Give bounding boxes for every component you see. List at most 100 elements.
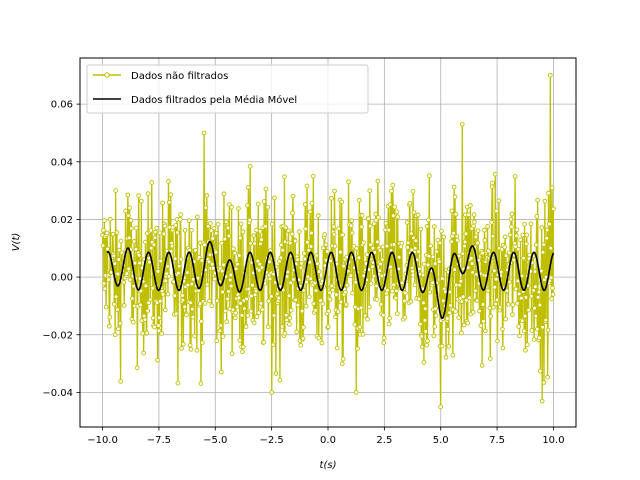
raw-data-point bbox=[426, 217, 431, 223]
raw-data-point bbox=[448, 303, 453, 308]
raw-data-point bbox=[385, 287, 390, 293]
raw-data-point bbox=[441, 234, 447, 240]
raw-data-point bbox=[364, 252, 370, 257]
raw-data-point bbox=[503, 316, 508, 322]
raw-data-point bbox=[245, 202, 250, 208]
raw-data-point bbox=[487, 305, 493, 311]
raw-data-point bbox=[194, 348, 200, 353]
raw-data-point bbox=[417, 321, 423, 327]
raw-data-point bbox=[160, 200, 165, 206]
raw-data-point bbox=[357, 197, 362, 203]
raw-data-point bbox=[147, 259, 152, 265]
raw-data-point bbox=[311, 301, 317, 306]
raw-data-point bbox=[247, 163, 253, 169]
raw-data-point bbox=[472, 219, 477, 225]
raw-data-point bbox=[253, 288, 259, 294]
raw-data-point bbox=[443, 354, 449, 360]
raw-data-point bbox=[112, 332, 118, 338]
raw-data-point bbox=[214, 338, 220, 344]
raw-data-point bbox=[440, 298, 446, 303]
raw-data-point bbox=[302, 202, 308, 207]
raw-data-point bbox=[496, 198, 502, 204]
raw-data-point bbox=[197, 301, 203, 307]
raw-data-point bbox=[433, 306, 438, 311]
raw-data-point bbox=[149, 180, 155, 185]
raw-data-point bbox=[299, 308, 305, 314]
raw-data-point bbox=[153, 229, 158, 235]
raw-data-point bbox=[393, 295, 399, 301]
legend-box bbox=[86, 64, 369, 114]
raw-data-point bbox=[221, 191, 227, 197]
raw-data-point bbox=[359, 224, 364, 230]
raw-data-point bbox=[231, 246, 236, 252]
raw-data-point bbox=[265, 324, 271, 330]
raw-data-point bbox=[182, 227, 188, 233]
raw-data-point bbox=[452, 267, 457, 272]
raw-data-point bbox=[238, 221, 244, 227]
raw-data-point bbox=[228, 272, 234, 278]
raw-data-point bbox=[284, 274, 290, 279]
y-axis: −0.04 −0.02 0.00 0.02 0.04 0.06 bbox=[42, 100, 80, 399]
raw-data-point bbox=[491, 268, 497, 274]
raw-data-point bbox=[539, 398, 545, 404]
raw-data-point bbox=[487, 356, 493, 361]
raw-data-point bbox=[383, 220, 389, 226]
raw-data-point bbox=[467, 295, 472, 301]
raw-data-point bbox=[244, 296, 249, 302]
raw-data-point bbox=[143, 239, 148, 245]
raw-data-point bbox=[101, 227, 106, 233]
raw-data-point bbox=[510, 302, 516, 308]
raw-data-point bbox=[485, 224, 490, 229]
raw-data-point bbox=[545, 374, 550, 380]
raw-data-point bbox=[465, 320, 471, 326]
raw-data-point bbox=[178, 256, 184, 262]
raw-data-point bbox=[522, 313, 528, 319]
raw-data-point bbox=[346, 179, 351, 185]
raw-data-point bbox=[287, 240, 293, 246]
raw-data-point bbox=[368, 242, 373, 247]
raw-data-point bbox=[303, 226, 309, 232]
raw-data-point bbox=[532, 305, 537, 311]
raw-data-point bbox=[136, 252, 142, 258]
raw-data-point bbox=[221, 262, 226, 268]
raw-data-point bbox=[344, 282, 350, 288]
raw-data-point bbox=[341, 263, 346, 269]
raw-data-point bbox=[308, 276, 313, 282]
raw-data-point bbox=[374, 297, 380, 302]
raw-data-point bbox=[290, 193, 296, 199]
raw-data-point bbox=[304, 183, 310, 189]
raw-data-point bbox=[192, 333, 197, 339]
filtered-data-line bbox=[106, 240, 555, 320]
raw-data-point bbox=[283, 312, 289, 318]
raw-data-point bbox=[313, 308, 318, 313]
raw-data-point bbox=[300, 336, 306, 341]
raw-data-point bbox=[335, 309, 341, 314]
raw-data-point bbox=[107, 216, 113, 222]
raw-data-point bbox=[541, 380, 547, 385]
y-tick-label: 0.02 bbox=[51, 215, 73, 226]
raw-data-point bbox=[269, 390, 275, 395]
raw-data-point bbox=[349, 218, 355, 223]
raw-data-point bbox=[531, 288, 536, 293]
raw-data-point bbox=[439, 343, 445, 349]
raw-data-point bbox=[101, 218, 107, 223]
legend-raw-label: Dados não filtrados bbox=[131, 71, 228, 82]
raw-data-point bbox=[331, 232, 337, 237]
raw-data-point bbox=[404, 220, 410, 225]
raw-data-point bbox=[129, 226, 134, 231]
raw-data-point bbox=[188, 346, 194, 352]
raw-data-point bbox=[257, 261, 262, 267]
raw-data-point bbox=[386, 321, 392, 327]
raw-data-point bbox=[402, 314, 408, 320]
raw-data-point bbox=[106, 277, 111, 283]
raw-data-point bbox=[139, 198, 144, 204]
raw-data-point bbox=[320, 301, 326, 307]
raw-data-point bbox=[238, 300, 244, 306]
raw-data-point bbox=[548, 245, 554, 251]
raw-data-point bbox=[112, 261, 118, 266]
raw-data-point bbox=[206, 259, 212, 265]
raw-data-point bbox=[226, 233, 232, 239]
raw-data-point bbox=[279, 324, 285, 329]
raw-data-point bbox=[229, 204, 234, 210]
raw-data-point bbox=[190, 306, 195, 312]
